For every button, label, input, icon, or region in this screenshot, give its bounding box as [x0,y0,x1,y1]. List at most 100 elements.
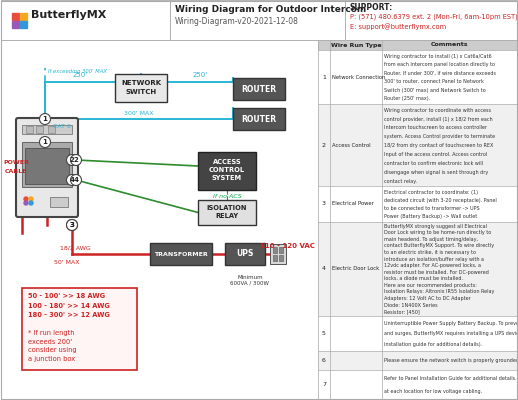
Text: disengage when signal is sent through dry: disengage when signal is sent through dr… [384,170,488,175]
Bar [198,152,256,190]
Bar [273,255,277,261]
Text: 1: 1 [322,74,326,80]
Text: TRANSFORMER: TRANSFORMER [154,252,208,256]
Text: contact ButterflyMX Support. To wire directly: contact ButterflyMX Support. To wire dir… [384,243,494,248]
Circle shape [29,201,33,205]
Text: Comments: Comments [431,42,468,48]
Circle shape [70,174,81,186]
Text: ButterflyMX: ButterflyMX [31,10,106,20]
Bar [318,316,517,351]
Text: UPS: UPS [236,250,254,258]
Text: Diode: 1N400X Series: Diode: 1N400X Series [384,302,438,308]
Bar [22,288,137,370]
Text: 7: 7 [322,382,326,387]
Text: Input of the access control. Access control: Input of the access control. Access cont… [384,152,487,157]
Text: to be connected to transformer -> UPS: to be connected to transformer -> UPS [384,206,480,211]
Text: 300' to router, connect Panel to Network: 300' to router, connect Panel to Network [384,79,484,84]
Bar [36,126,43,133]
Circle shape [66,220,78,230]
Bar [233,108,285,130]
Text: at each location for low voltage cabling.: at each location for low voltage cabling… [384,389,482,394]
Bar [20,21,27,28]
Bar [318,50,517,104]
Text: P: (571) 480.6379 ext. 2 (Mon-Fri, 6am-10pm EST): P: (571) 480.6379 ext. 2 (Mon-Fri, 6am-1… [350,14,518,20]
Text: 50 - 100' >> 18 AWG: 50 - 100' >> 18 AWG [28,293,105,299]
Text: Refer to Panel Installation Guide for additional details. Leave 6' service loop: Refer to Panel Installation Guide for ad… [384,376,518,381]
Text: Uninterruptible Power Supply Battery Backup. To prevent voltage drops: Uninterruptible Power Supply Battery Bac… [384,320,518,326]
Text: control provider, install (1) x 18/2 from each: control provider, install (1) x 18/2 fro… [384,116,493,122]
Text: 4: 4 [322,266,326,271]
Bar [12,13,19,20]
Circle shape [70,154,81,166]
Text: 3: 3 [69,222,75,228]
Text: 3: 3 [322,202,326,206]
Bar [233,78,285,100]
Circle shape [39,136,50,148]
Bar [270,244,286,264]
Circle shape [66,154,78,166]
Text: 50' MAX: 50' MAX [54,260,80,264]
Bar [279,247,283,253]
Text: contractor to confirm electronic lock will: contractor to confirm electronic lock wi… [384,161,483,166]
Bar [1,0,170,40]
Bar [26,126,33,133]
Circle shape [24,201,28,205]
Text: Wiring contractor to install (1) x Cat6a/Cat6: Wiring contractor to install (1) x Cat6a… [384,54,492,58]
Text: 1: 1 [42,139,48,145]
Text: consider using: consider using [28,347,77,353]
Text: 250': 250' [73,72,88,78]
Text: ButterflyMX strongly suggest all Electrical: ButterflyMX strongly suggest all Electri… [384,224,487,229]
Bar [318,186,517,222]
Text: 6: 6 [322,358,326,363]
FancyBboxPatch shape [16,118,78,217]
Text: Network Connection: Network Connection [332,74,385,80]
Bar [48,126,55,133]
Text: Wiring Diagram for Outdoor Intercom: Wiring Diagram for Outdoor Intercom [175,4,366,14]
Bar [318,40,517,399]
Text: E: support@butterflymx.com: E: support@butterflymx.com [350,24,446,30]
Bar [225,243,265,265]
Bar [318,104,517,186]
Text: If no ACS: If no ACS [212,194,241,200]
Text: 300' MAX: 300' MAX [124,111,154,116]
Text: ROUTER: ROUTER [241,84,277,94]
Text: SWITCH: SWITCH [125,89,156,95]
Text: NETWORK: NETWORK [121,80,161,86]
Text: If exceeding 300' MAX: If exceeding 300' MAX [48,70,107,74]
Text: POWER: POWER [3,160,29,165]
Text: Router. If under 300', if wire distance exceeds: Router. If under 300', if wire distance … [384,71,496,76]
Text: 4: 4 [74,177,79,183]
Text: ROUTER: ROUTER [241,114,277,124]
Bar [1,40,318,399]
Circle shape [66,174,78,186]
Text: system. Access Control provider to terminate: system. Access Control provider to termi… [384,134,495,139]
Circle shape [24,197,28,201]
Text: 180 - 300' >> 12 AWG: 180 - 300' >> 12 AWG [28,312,110,318]
Text: Here are our recommended products:: Here are our recommended products: [384,283,477,288]
Text: 18/2 from dry contact of touchscreen to REX: 18/2 from dry contact of touchscreen to … [384,143,493,148]
Text: CAT 6: CAT 6 [53,124,71,128]
Text: 2: 2 [322,143,326,148]
Text: SUPPORT:: SUPPORT: [350,2,393,12]
Text: Intercom touchscreen to access controller: Intercom touchscreen to access controlle… [384,126,487,130]
Text: Electric Door Lock: Electric Door Lock [332,266,379,271]
Text: Wiring-Diagram-v20-2021-12-08: Wiring-Diagram-v20-2021-12-08 [175,18,299,26]
Text: 12vdc adapter. For AC-powered locks, a: 12vdc adapter. For AC-powered locks, a [384,263,481,268]
Text: from each Intercom panel location directly to: from each Intercom panel location direct… [384,62,495,67]
Text: SYSTEM: SYSTEM [212,175,242,181]
Text: Electrical Power: Electrical Power [332,202,374,206]
Text: 100 - 180' >> 14 AWG: 100 - 180' >> 14 AWG [28,302,110,308]
Text: Resistor: [450]: Resistor: [450] [384,309,420,314]
Text: exceeds 200': exceeds 200' [28,338,72,344]
Circle shape [66,220,78,230]
Bar [12,21,19,28]
Text: and surges, ButterflyMX requires installing a UPS device (see panel: and surges, ButterflyMX requires install… [384,331,518,336]
Bar [115,74,167,102]
Text: a junction box: a junction box [28,356,75,362]
Text: ACCESS: ACCESS [213,159,241,165]
Text: locks, a diode must be installed.: locks, a diode must be installed. [384,276,463,281]
Text: 18/2 AWG: 18/2 AWG [60,246,91,250]
Bar [318,40,517,50]
Text: resistor must be installed. For DC-powered: resistor must be installed. For DC-power… [384,270,489,275]
Bar [22,125,72,134]
